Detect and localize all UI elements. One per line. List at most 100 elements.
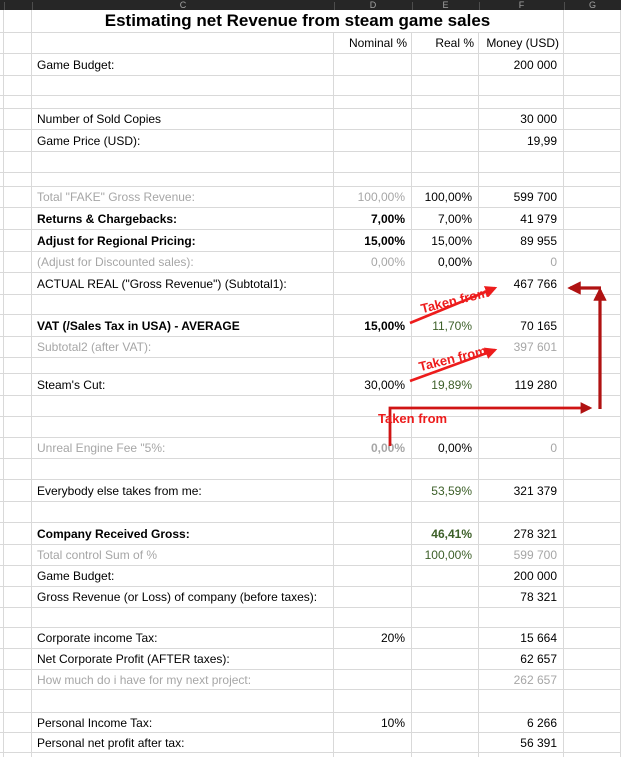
cell-g[interactable] [564,273,621,295]
cell-money[interactable] [479,358,564,374]
cell-label[interactable] [32,753,334,757]
cell-sliver[interactable] [0,670,4,690]
cell-sliver[interactable] [0,628,4,649]
cell-sliver[interactable] [0,608,4,628]
cell-label[interactable]: Personal net profit after tax: [32,733,334,753]
cell-money[interactable] [479,690,564,713]
cell-money[interactable]: 70 165 [479,315,564,337]
cell-sliver[interactable] [0,358,4,374]
cell-money[interactable]: 321 379 [479,480,564,502]
column-letter[interactable]: E [442,0,449,10]
cell-sliver[interactable] [0,252,4,273]
cell-sliver[interactable] [0,273,4,295]
cell-sliver[interactable] [0,130,4,152]
cell-money[interactable] [479,502,564,523]
cell-gutter[interactable] [4,545,32,566]
cell-label[interactable]: Adjust for Regional Pricing: [32,230,334,252]
cell-g[interactable] [564,523,621,545]
cell-nominal[interactable]: 0,00% [334,252,412,273]
cell-money[interactable] [479,152,564,173]
cell-real[interactable] [412,173,479,187]
cell-g[interactable] [564,315,621,337]
cell-real[interactable] [412,295,479,315]
cell-money[interactable] [479,753,564,757]
cell-label[interactable] [32,76,334,96]
cell-money[interactable]: 15 664 [479,628,564,649]
cell-label[interactable]: Subtotal2 (after VAT): [32,337,334,358]
cell-gutter[interactable] [4,295,32,315]
cell-nominal[interactable] [334,649,412,670]
cell-gutter[interactable] [4,649,32,670]
cell-real[interactable]: 53,59% [412,480,479,502]
cell-sliver[interactable] [0,33,4,54]
cell-gutter[interactable] [4,690,32,713]
cell-label[interactable]: Personal Income Tax: [32,713,334,733]
cell-gutter[interactable] [4,187,32,208]
cell-real[interactable] [412,109,479,130]
cell-label-header[interactable] [32,33,334,54]
cell-money[interactable]: 599 700 [479,545,564,566]
cell-label[interactable]: Number of Sold Copies [32,109,334,130]
cell-label[interactable]: Game Budget: [32,566,334,587]
cell-gutter[interactable] [4,480,32,502]
cell-nominal[interactable]: 7,00% [334,208,412,230]
cell-g[interactable] [564,690,621,713]
header-money-usd[interactable]: Money (USD) [479,33,564,54]
cell-label[interactable]: Steam's Cut: [32,374,334,396]
cell-nominal[interactable] [334,733,412,753]
cell-real[interactable] [412,396,479,417]
cell-nominal[interactable] [334,608,412,628]
cell-label[interactable]: How much do i have for my next project: [32,670,334,690]
cell-nominal[interactable] [334,273,412,295]
cell-gutter[interactable] [4,10,32,33]
cell-real[interactable] [412,608,479,628]
cell-gutter[interactable] [4,608,32,628]
cell-g[interactable] [564,628,621,649]
cell-sliver[interactable] [0,417,4,438]
cell-gutter[interactable] [4,315,32,337]
cell-real[interactable] [412,54,479,76]
cell-g[interactable] [564,152,621,173]
cell-g[interactable] [564,608,621,628]
cell-gutter[interactable] [4,502,32,523]
cell-label[interactable]: Game Price (USD): [32,130,334,152]
sheet-title[interactable]: Estimating net Revenue from steam game s… [32,10,564,33]
cell-real[interactable] [412,587,479,608]
cell-label[interactable]: Gross Revenue (or Loss) of company (befo… [32,587,334,608]
cell-gutter[interactable] [4,753,32,757]
cell-gutter[interactable] [4,396,32,417]
cell-money[interactable]: 262 657 [479,670,564,690]
cell-nominal[interactable]: 10% [334,713,412,733]
cell-sliver[interactable] [0,690,4,713]
cell-g[interactable] [564,670,621,690]
cell-label[interactable]: Net Corporate Profit (AFTER taxes): [32,649,334,670]
cell-money[interactable]: 278 321 [479,523,564,545]
cell-label[interactable] [32,459,334,480]
cell-nominal[interactable]: 15,00% [334,230,412,252]
cell-g[interactable] [564,54,621,76]
cell-g[interactable] [564,10,621,33]
cell-gutter[interactable] [4,109,32,130]
cell-real[interactable] [412,130,479,152]
cell-nominal[interactable] [334,96,412,109]
cell-label[interactable]: Unreal Engine Fee "5%: [32,438,334,459]
cell-sliver[interactable] [0,76,4,96]
cell-sliver[interactable] [0,337,4,358]
header-real-percent[interactable]: Real % [412,33,479,54]
cell-gutter[interactable] [4,252,32,273]
cell-g[interactable] [564,545,621,566]
cell-gutter[interactable] [4,96,32,109]
cell-gutter[interactable] [4,628,32,649]
cell-sliver[interactable] [0,295,4,315]
cell-real[interactable] [412,459,479,480]
cell-g[interactable] [564,96,621,109]
cell-money[interactable] [479,76,564,96]
cell-label[interactable] [32,173,334,187]
cell-real[interactable] [412,566,479,587]
cell-money[interactable]: 119 280 [479,374,564,396]
column-letter[interactable]: F [518,0,525,10]
cell-real[interactable] [412,152,479,173]
cell-nominal[interactable] [334,417,412,438]
cell-nominal[interactable] [334,173,412,187]
cell-sliver[interactable] [0,753,4,757]
